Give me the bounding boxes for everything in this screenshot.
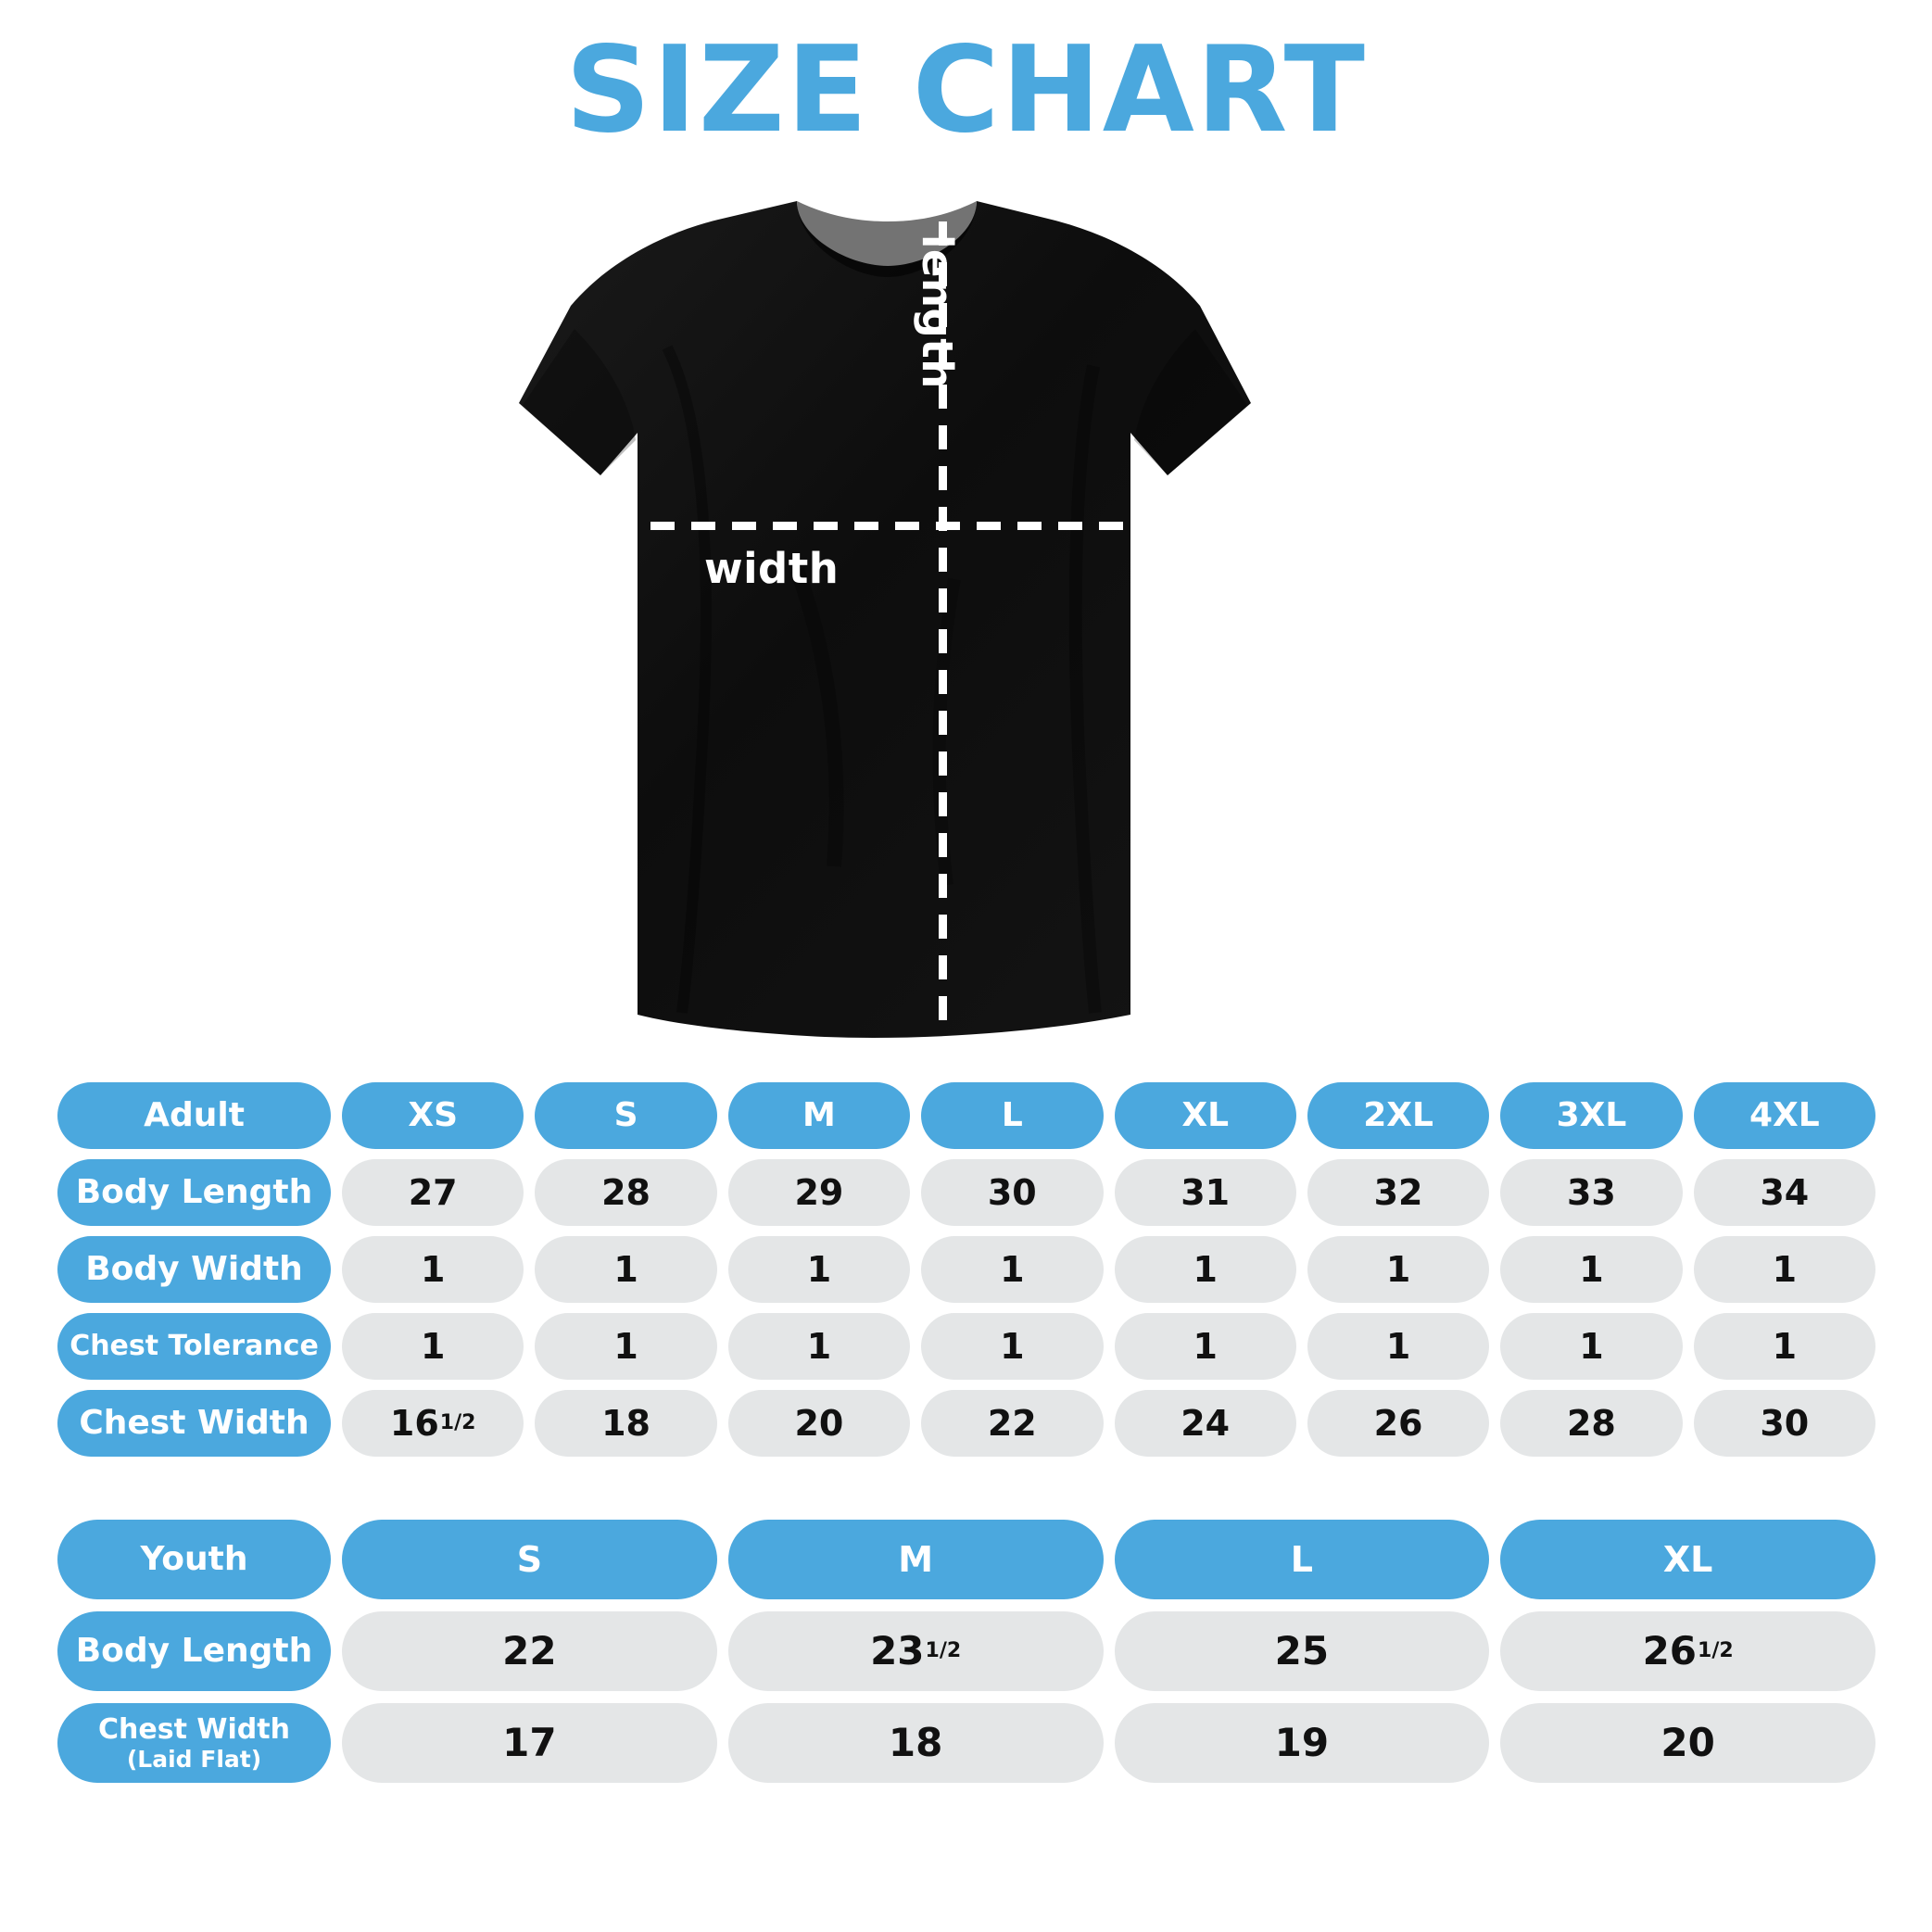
width-label: width [704,544,840,593]
table-cell: 1 [727,1236,911,1303]
table-cell: 1 [1693,1236,1875,1303]
table-cell: 22 [342,1611,717,1691]
youth-size-m: M [727,1520,1104,1599]
table-cell: 1 [1500,1236,1683,1303]
table-cell: 1 [342,1236,524,1303]
table-cell: 1 [921,1313,1104,1380]
adult-chest-tolerance-row: Chest Tolerance 1 1 1 1 1 1 1 1 [57,1313,1875,1380]
table-cell: 20 [1500,1703,1875,1783]
table-cell: 34 [1693,1159,1875,1226]
adult-header-row: Adult XS S M L XL 2XL 3XL 4XL [57,1082,1875,1149]
youth-size-xl: XL [1500,1520,1875,1599]
table-cell: 23 1/2 [727,1611,1104,1691]
length-dashed-line [939,181,947,1038]
adult-table-label: Adult [57,1082,331,1149]
table-cell: 31 [1114,1159,1296,1226]
row-label-body-width: Body Width [57,1236,331,1303]
width-dashed-line [528,522,1242,530]
row-label-chest-tolerance: Chest Tolerance [57,1313,331,1380]
table-cell: 20 [727,1390,911,1457]
table-cell: 1 [1500,1313,1683,1380]
adult-size-table: Adult XS S M L XL 2XL 3XL 4XL Body Lengt… [57,1082,1875,1457]
youth-size-s: S [342,1520,717,1599]
adult-body-width-row: Body Width 1 1 1 1 1 1 1 1 [57,1236,1875,1303]
adult-body-length-row: Body Length 27 28 29 30 31 32 33 34 [57,1159,1875,1226]
table-cell: 17 [342,1703,717,1783]
adult-size-l: L [921,1082,1104,1149]
table-cell: 1 [535,1313,717,1380]
table-cell: 25 [1114,1611,1490,1691]
table-cell: 24 [1114,1390,1296,1457]
table-cell: 1 [1307,1236,1490,1303]
table-cell: 29 [727,1159,911,1226]
table-cell: 1 [535,1236,717,1303]
adult-size-s: S [535,1082,717,1149]
table-cell: 30 [1693,1390,1875,1457]
page-title: SIZE CHART [565,21,1367,159]
youth-body-length-row: Body Length 22 23 1/2 25 26 1/2 [57,1611,1875,1691]
table-cell: 1 [1114,1313,1296,1380]
youth-table-label: Youth [57,1520,331,1599]
table-cell: 1 [921,1236,1104,1303]
table-cell: 22 [921,1390,1104,1457]
row-label-youth-body-length: Body Length [57,1611,331,1691]
table-cell: 18 [535,1390,717,1457]
table-cell: 26 1/2 [1500,1611,1875,1691]
table-cell: 33 [1500,1159,1683,1226]
table-cell: 18 [727,1703,1104,1783]
size-tables: Adult XS S M L XL 2XL 3XL 4XL Body Lengt… [57,1082,1875,1795]
youth-header-row: Youth S M L XL [57,1520,1875,1599]
table-cell: 19 [1114,1703,1490,1783]
table-cell: 16 1/2 [342,1390,524,1457]
table-spacer [57,1467,1875,1520]
table-cell: 32 [1307,1159,1490,1226]
table-cell: 28 [535,1159,717,1226]
adult-size-4xl: 4XL [1693,1082,1875,1149]
table-cell: 1 [727,1313,911,1380]
table-cell: 1 [342,1313,524,1380]
tshirt-illustration: width length [519,181,1251,1042]
row-label-main: Chest Width [98,1712,290,1746]
length-label: length [913,234,962,389]
row-label-sub: (Laid Flat) [126,1745,262,1773]
adult-size-xl: XL [1114,1082,1296,1149]
table-cell: 1 [1114,1236,1296,1303]
youth-size-table: Youth S M L XL Body Length 22 23 1/2 25 2… [57,1520,1875,1783]
adult-size-m: M [727,1082,911,1149]
adult-size-xs: XS [342,1082,524,1149]
adult-size-3xl: 3XL [1500,1082,1683,1149]
table-cell: 30 [921,1159,1104,1226]
row-label-youth-chest-width: Chest Width (Laid Flat) [57,1703,331,1783]
table-cell: 27 [342,1159,524,1226]
row-label-chest-width: Chest Width [57,1390,331,1457]
youth-chest-width-row: Chest Width (Laid Flat) 17 18 19 20 [57,1703,1875,1783]
tshirt-icon [519,201,1251,1038]
youth-size-l: L [1114,1520,1490,1599]
table-cell: 1 [1693,1313,1875,1380]
table-cell: 1 [1307,1313,1490,1380]
row-label-body-length: Body Length [57,1159,331,1226]
adult-size-2xl: 2XL [1307,1082,1490,1149]
table-cell: 28 [1500,1390,1683,1457]
adult-chest-width-row: Chest Width 16 1/2 18 20 22 24 26 28 30 [57,1390,1875,1457]
table-cell: 26 [1307,1390,1490,1457]
